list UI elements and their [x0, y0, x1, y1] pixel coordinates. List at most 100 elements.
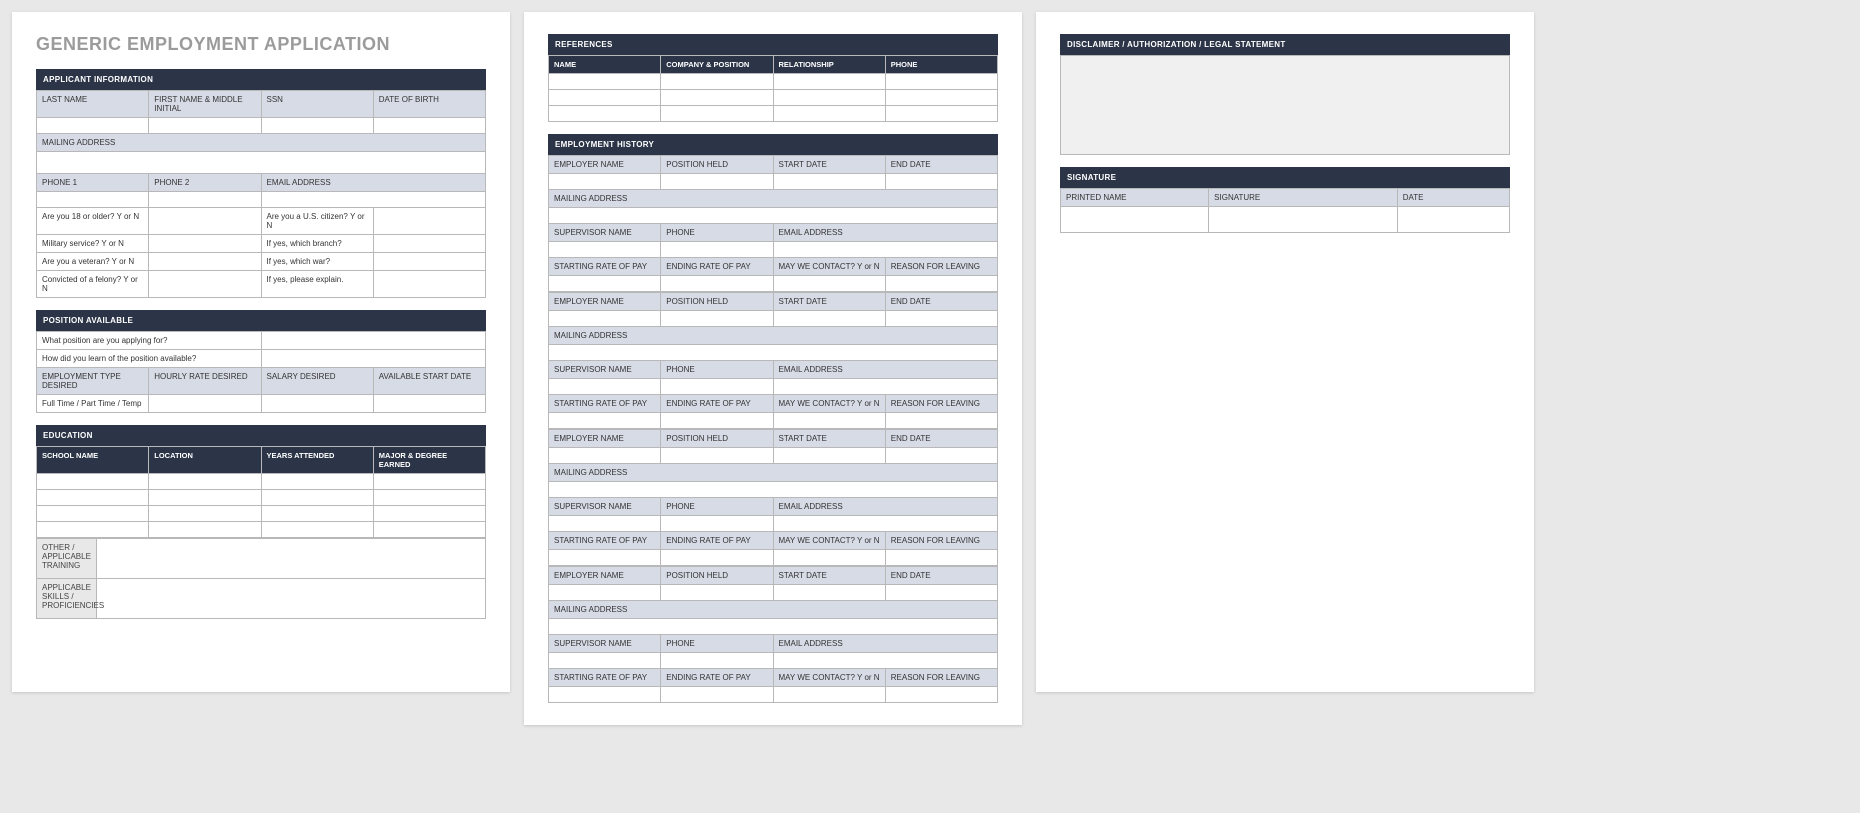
field-start-pay[interactable]	[549, 276, 661, 292]
label-start-pay: STARTING RATE OF PAY	[549, 669, 661, 687]
field-supervisor[interactable]	[549, 653, 661, 669]
page-3: DISCLAIMER / AUTHORIZATION / LEGAL STATE…	[1036, 12, 1534, 692]
field-learn[interactable]	[261, 350, 486, 368]
field-end-pay[interactable]	[661, 687, 773, 703]
field-last-name[interactable]	[37, 118, 149, 134]
field-supervisor[interactable]	[549, 516, 661, 532]
field-contact[interactable]	[773, 550, 885, 566]
field-end-date[interactable]	[885, 585, 997, 601]
field-sup-email[interactable]	[773, 379, 998, 395]
field-end-date[interactable]	[885, 174, 997, 190]
label-emp-mailing: MAILING ADDRESS	[549, 190, 998, 208]
field-skills[interactable]	[97, 579, 486, 619]
field-end-date[interactable]	[885, 448, 997, 464]
field-position[interactable]	[661, 311, 773, 327]
field-salary[interactable]	[261, 395, 373, 413]
label-phone1: PHONE 1	[37, 174, 149, 192]
field-emp-mailing[interactable]	[549, 482, 998, 498]
field-start-pay[interactable]	[549, 687, 661, 703]
signature-table: PRINTED NAME SIGNATURE DATE	[1060, 188, 1510, 233]
field-contact[interactable]	[773, 687, 885, 703]
field-employer[interactable]	[549, 311, 661, 327]
field-phone1[interactable]	[37, 192, 149, 208]
label-other-training: OTHER / APPLICABLE TRAINING	[37, 539, 97, 579]
field-position[interactable]	[661, 174, 773, 190]
field-dob[interactable]	[373, 118, 485, 134]
field-reason[interactable]	[885, 550, 997, 566]
field-citizen[interactable]	[373, 208, 485, 235]
field-supervisor[interactable]	[549, 242, 661, 258]
edu-row[interactable]	[37, 506, 149, 522]
field-sup-phone[interactable]	[661, 379, 773, 395]
field-employer[interactable]	[549, 585, 661, 601]
field-sup-email[interactable]	[773, 242, 998, 258]
field-ssn[interactable]	[261, 118, 373, 134]
field-start-date[interactable]	[773, 311, 885, 327]
field-end-date[interactable]	[885, 311, 997, 327]
field-emp-mailing[interactable]	[549, 208, 998, 224]
label-emp-type: EMPLOYMENT TYPE DESIRED	[37, 368, 149, 395]
field-position[interactable]	[661, 448, 773, 464]
col-location: LOCATION	[149, 447, 261, 474]
field-reason[interactable]	[885, 687, 997, 703]
field-mailing[interactable]	[37, 152, 486, 174]
field-end-pay[interactable]	[661, 550, 773, 566]
field-email[interactable]	[261, 192, 486, 208]
edu-row[interactable]	[37, 490, 149, 506]
field-start[interactable]	[373, 395, 485, 413]
field-emp-mailing[interactable]	[549, 345, 998, 361]
field-other-training[interactable]	[97, 539, 486, 579]
field-branch[interactable]	[373, 235, 485, 253]
label-sup-phone: PHONE	[661, 224, 773, 242]
field-start-pay[interactable]	[549, 550, 661, 566]
field-sup-email[interactable]	[773, 516, 998, 532]
label-printed-name: PRINTED NAME	[1061, 189, 1209, 207]
education-extra: OTHER / APPLICABLE TRAINING APPLICABLE S…	[36, 538, 486, 619]
field-start-date[interactable]	[773, 448, 885, 464]
page-1: GENERIC EMPLOYMENT APPLICATION APPLICANT…	[12, 12, 510, 692]
q-18: Are you 18 or older? Y or N	[37, 208, 149, 235]
field-contact[interactable]	[773, 276, 885, 292]
field-end-pay[interactable]	[661, 276, 773, 292]
field-sup-phone[interactable]	[661, 653, 773, 669]
field-phone2[interactable]	[149, 192, 261, 208]
disclaimer-header: DISCLAIMER / AUTHORIZATION / LEGAL STATE…	[1060, 34, 1510, 55]
field-employer[interactable]	[549, 174, 661, 190]
ref-row[interactable]	[549, 106, 661, 122]
field-felony[interactable]	[149, 271, 261, 298]
field-applying[interactable]	[261, 332, 486, 350]
field-war[interactable]	[373, 253, 485, 271]
employment-block: EMPLOYER NAMEPOSITION HELDSTART DATEEND …	[548, 155, 998, 292]
field-printed-name[interactable]	[1061, 207, 1209, 233]
ref-row[interactable]	[549, 90, 661, 106]
employment-header: EMPLOYMENT HISTORY	[548, 134, 998, 155]
label-sup-phone: PHONE	[661, 498, 773, 516]
edu-row[interactable]	[37, 522, 149, 538]
field-sig-date[interactable]	[1397, 207, 1509, 233]
field-veteran[interactable]	[149, 253, 261, 271]
field-reason[interactable]	[885, 413, 997, 429]
field-supervisor[interactable]	[549, 379, 661, 395]
field-sup-phone[interactable]	[661, 242, 773, 258]
label-start-pay: STARTING RATE OF PAY	[549, 532, 661, 550]
field-start-date[interactable]	[773, 585, 885, 601]
disclaimer-body[interactable]	[1060, 55, 1510, 155]
field-hourly[interactable]	[149, 395, 261, 413]
field-contact[interactable]	[773, 413, 885, 429]
field-first-name[interactable]	[149, 118, 261, 134]
ref-row[interactable]	[549, 74, 661, 90]
field-explain[interactable]	[373, 271, 485, 298]
edu-row[interactable]	[37, 474, 149, 490]
field-start-pay[interactable]	[549, 413, 661, 429]
field-sup-email[interactable]	[773, 653, 998, 669]
field-sup-phone[interactable]	[661, 516, 773, 532]
field-start-date[interactable]	[773, 174, 885, 190]
field-18[interactable]	[149, 208, 261, 235]
field-end-pay[interactable]	[661, 413, 773, 429]
field-position[interactable]	[661, 585, 773, 601]
field-reason[interactable]	[885, 276, 997, 292]
field-signature[interactable]	[1209, 207, 1398, 233]
field-emp-mailing[interactable]	[549, 619, 998, 635]
field-military[interactable]	[149, 235, 261, 253]
field-employer[interactable]	[549, 448, 661, 464]
